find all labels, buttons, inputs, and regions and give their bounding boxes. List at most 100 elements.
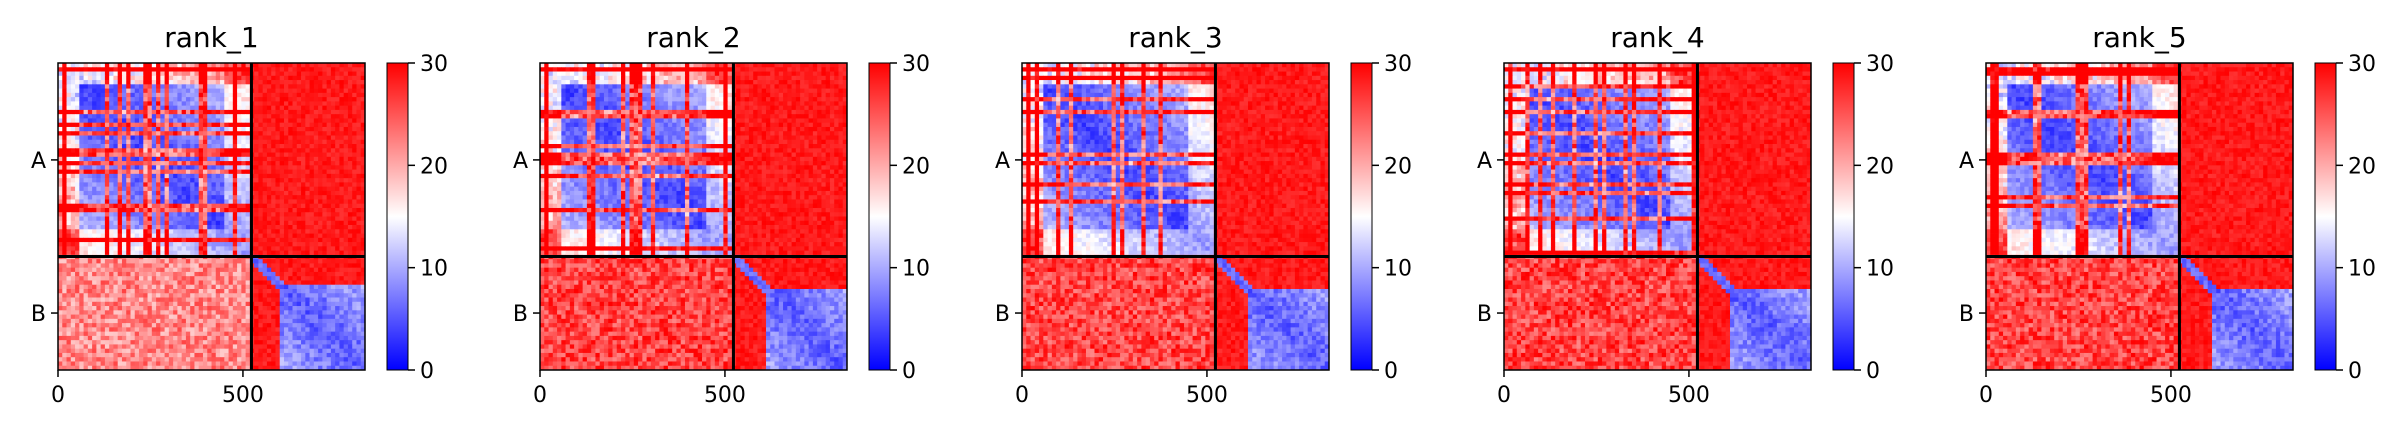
heatmap-cell (165, 114, 170, 119)
heatmap-cell (165, 106, 170, 111)
heatmap-cell (160, 140, 165, 145)
heatmap-cell (139, 97, 144, 102)
heatmap-cell (169, 127, 174, 132)
heatmap-cell (79, 106, 84, 111)
heatmap-cell (352, 106, 357, 111)
heatmap-cell (88, 67, 93, 72)
heatmap-cell (79, 89, 84, 94)
heatmap-cell (113, 93, 118, 98)
heatmap-cell (284, 123, 289, 128)
heatmap-cell (194, 93, 199, 98)
heatmap-cell (122, 101, 127, 106)
heatmap-cell (84, 76, 89, 81)
heatmap-cell (301, 106, 306, 111)
heatmap-cell (113, 144, 118, 149)
heatmap-cell (327, 140, 332, 145)
heatmap-cell (148, 123, 153, 128)
heatmap-cell (220, 140, 225, 145)
heatmap-cell (254, 135, 259, 140)
heatmap-cell (271, 114, 276, 119)
heatmap-cell (327, 135, 332, 140)
heatmap-cell (305, 118, 310, 123)
heatmap-cell (199, 101, 204, 106)
heatmap-cell (267, 89, 272, 94)
heatmap-cell (190, 84, 195, 89)
heatmap-cell (177, 84, 182, 89)
heatmap-cell (194, 106, 199, 111)
heatmap-cell (335, 72, 340, 77)
heatmap-cell (203, 135, 208, 140)
heatmap-cell (67, 97, 72, 102)
heatmap-cell (75, 140, 80, 145)
heatmap-cell (118, 76, 123, 81)
heatmap-cell (258, 97, 263, 102)
heatmap-cell (293, 80, 298, 85)
heatmap-cell (62, 101, 67, 106)
heatmap-cell (109, 97, 114, 102)
heatmap-cell (327, 89, 332, 94)
heatmap-cell (156, 84, 161, 89)
heatmap-cell (160, 89, 165, 94)
heatmap-cell (284, 140, 289, 145)
heatmap-cell (344, 131, 349, 136)
heatmap-cell (152, 97, 157, 102)
heatmap-cell (271, 72, 276, 77)
heatmap-cell (263, 118, 268, 123)
heatmap-cell (182, 106, 187, 111)
heatmap-cell (173, 80, 178, 85)
heatmap-cell (169, 80, 174, 85)
heatmap-cell (96, 72, 101, 77)
heatmap-cell (84, 80, 89, 85)
heatmap-cell (356, 106, 361, 111)
heatmap-cell (335, 97, 340, 102)
heatmap-cell (314, 97, 319, 102)
heatmap-cell (224, 106, 229, 111)
heatmap-cell (148, 131, 153, 136)
heatmap-cell (118, 93, 123, 98)
heatmap-cell (182, 144, 187, 149)
heatmap-cell (113, 135, 118, 140)
heatmap-cell (271, 135, 276, 140)
heatmap-cell (229, 80, 234, 85)
heatmap-cell (109, 118, 114, 123)
heatmap-cell (263, 106, 268, 111)
heatmap-cell (263, 76, 268, 81)
heatmap-cell (212, 67, 217, 72)
heatmap-cell (318, 127, 323, 132)
heatmap-cell (126, 106, 131, 111)
heatmap-cell (177, 114, 182, 119)
heatmap-cell (267, 72, 272, 77)
heatmap-cell (220, 80, 225, 85)
heatmap-cell (305, 106, 310, 111)
heatmap-cell (92, 135, 97, 140)
heatmap-cell (241, 123, 246, 128)
heatmap-cell (173, 72, 178, 77)
heatmap-cell (293, 110, 298, 115)
heatmap-cell (229, 93, 234, 98)
heatmap-cell (207, 131, 212, 136)
heatmap-cell (139, 93, 144, 98)
heatmap-cell (246, 106, 251, 111)
heatmap-cell (156, 123, 161, 128)
heatmap-cell (156, 72, 161, 77)
heatmap-cell (105, 114, 110, 119)
heatmap-cell (96, 118, 101, 123)
heatmap-cell (339, 72, 344, 77)
heatmap-cell (310, 67, 315, 72)
heatmap-cell (271, 67, 276, 72)
heatmap-cell (263, 101, 268, 106)
heatmap-cell (237, 135, 242, 140)
heatmap-cell (233, 106, 238, 111)
heatmap-cell (152, 101, 157, 106)
heatmap-cell (288, 114, 293, 119)
heatmap-cell (237, 84, 242, 89)
heatmap-cell (182, 118, 187, 123)
heatmap-cell (67, 76, 72, 81)
heatmap-cell (331, 114, 336, 119)
heatmap-cell (352, 101, 357, 106)
heatmap-cell (284, 101, 289, 106)
heatmap-cell (88, 135, 93, 140)
heatmap-cell (96, 144, 101, 149)
heatmap-cell (271, 84, 276, 89)
heatmap-cell (194, 144, 199, 149)
